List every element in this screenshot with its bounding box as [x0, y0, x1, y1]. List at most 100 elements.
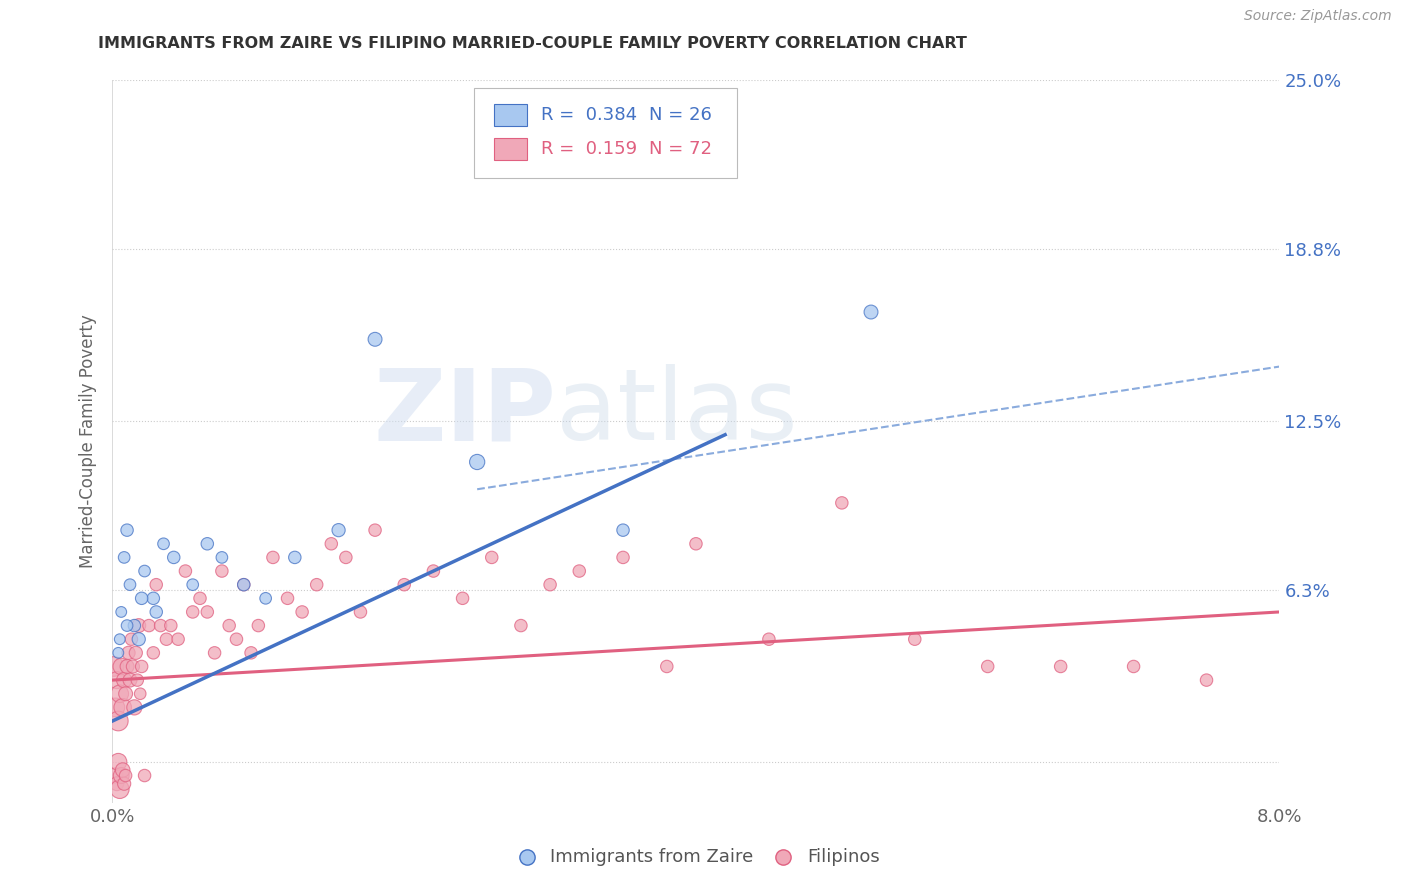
Point: [124, 618, 146, 632]
Point: [204, 646, 226, 660]
FancyBboxPatch shape: [474, 87, 737, 178]
Point: [128, 618, 150, 632]
Point: [138, 618, 160, 632]
Point: [328, 523, 350, 537]
Point: [422, 564, 444, 578]
Point: [112, 673, 135, 687]
Text: IMMIGRANTS FROM ZAIRE VS FILIPINO MARRIED-COUPLE FAMILY POVERTY CORRELATION CHAR: IMMIGRANTS FROM ZAIRE VS FILIPINO MARRIE…: [98, 36, 967, 51]
Point: [232, 577, 254, 591]
Point: [115, 523, 138, 537]
Point: [181, 577, 204, 591]
Point: [107, 646, 129, 660]
Point: [1049, 659, 1071, 673]
Point: [117, 646, 139, 660]
Point: [111, 700, 134, 714]
Point: [232, 577, 254, 591]
Point: [254, 591, 277, 606]
Point: [481, 550, 503, 565]
Point: [685, 537, 707, 551]
Point: [118, 673, 141, 687]
Point: [134, 768, 156, 782]
Point: [104, 768, 127, 782]
Point: [155, 632, 177, 647]
Point: [105, 777, 128, 791]
Point: [976, 659, 998, 673]
Point: [125, 646, 148, 660]
Point: [195, 537, 218, 551]
Text: R =  0.159: R = 0.159: [541, 140, 637, 158]
Point: [218, 618, 240, 632]
Point: [655, 659, 678, 673]
Point: [195, 605, 218, 619]
Point: [364, 523, 387, 537]
Point: [349, 605, 371, 619]
Point: [291, 605, 314, 619]
Point: [131, 659, 153, 673]
Point: [305, 577, 328, 591]
Point: [114, 768, 136, 782]
Text: Immigrants from Zaire: Immigrants from Zaire: [550, 848, 754, 866]
Point: [105, 673, 128, 687]
Point: [451, 591, 474, 606]
Point: [831, 496, 853, 510]
Point: [122, 659, 145, 673]
Point: [107, 755, 129, 769]
Point: [115, 659, 138, 673]
Point: [321, 537, 343, 551]
Point: [1122, 659, 1144, 673]
Point: [120, 632, 142, 647]
Point: [112, 777, 135, 791]
Point: [129, 687, 152, 701]
Point: [188, 591, 211, 606]
Point: [131, 591, 153, 606]
Point: [240, 646, 263, 660]
Point: [211, 550, 233, 565]
Y-axis label: Married-Couple Family Poverty: Married-Couple Family Poverty: [79, 315, 97, 568]
Point: [149, 618, 172, 632]
Point: [509, 618, 531, 632]
Point: [108, 782, 131, 797]
Point: [142, 591, 165, 606]
Point: [167, 632, 190, 647]
Point: [104, 700, 127, 714]
Point: [211, 564, 233, 578]
Point: [118, 577, 141, 591]
Point: [111, 763, 134, 777]
Point: [152, 537, 174, 551]
Point: [225, 632, 247, 647]
Point: [145, 577, 167, 591]
Point: [112, 550, 135, 565]
Point: [114, 687, 136, 701]
Point: [128, 632, 150, 647]
Point: [127, 673, 149, 687]
Point: [181, 605, 204, 619]
Point: [110, 768, 132, 782]
Point: [247, 618, 270, 632]
Point: [568, 564, 591, 578]
Point: [115, 618, 138, 632]
Text: Source: ZipAtlas.com: Source: ZipAtlas.com: [1244, 9, 1392, 23]
Point: [134, 564, 156, 578]
Point: [103, 659, 125, 673]
Text: ZIP: ZIP: [373, 364, 555, 461]
FancyBboxPatch shape: [494, 138, 527, 160]
Point: [163, 550, 186, 565]
Point: [284, 550, 307, 565]
Point: [335, 550, 357, 565]
Point: [465, 455, 488, 469]
Point: [110, 659, 132, 673]
Point: [174, 564, 197, 578]
Point: [108, 687, 131, 701]
Point: [124, 700, 146, 714]
Point: [394, 577, 416, 591]
Text: Filipinos: Filipinos: [807, 848, 880, 866]
Point: [758, 632, 780, 647]
Point: [145, 605, 167, 619]
Point: [612, 550, 634, 565]
Point: [108, 632, 131, 647]
Text: N = 26: N = 26: [650, 106, 713, 124]
Text: N = 72: N = 72: [650, 140, 713, 158]
Text: R =  0.384: R = 0.384: [541, 106, 637, 124]
Point: [612, 523, 634, 537]
Point: [1195, 673, 1218, 687]
